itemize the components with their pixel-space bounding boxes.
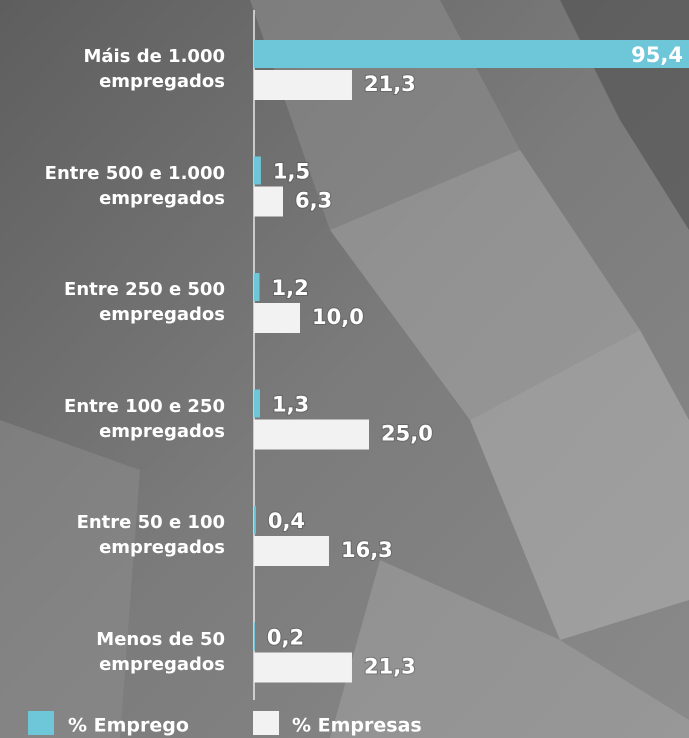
- value-label: 1,2: [272, 276, 309, 300]
- bg-shape: [0, 420, 140, 738]
- bg-shape: [330, 560, 689, 738]
- value-label: 0,4: [268, 509, 305, 533]
- bar: [254, 186, 283, 217]
- bar: [254, 652, 352, 683]
- bar: [254, 70, 352, 100]
- category-label: Entre 250 e 500 empregados: [64, 279, 225, 325]
- bar: [254, 156, 261, 185]
- legend-label: % Emprego: [68, 715, 189, 737]
- bg-shape: [470, 330, 689, 640]
- value-label: 25,0: [381, 422, 433, 446]
- value-label: 16,3: [341, 538, 393, 562]
- value-label: 1,3: [272, 393, 309, 417]
- bar: [254, 506, 256, 534]
- category-label: Entre 50 e 100 empregados: [76, 512, 225, 558]
- value-label: 21,3: [364, 655, 416, 679]
- bar: [254, 622, 255, 651]
- category-label: Entre 500 e 1.000 empregados: [44, 162, 225, 209]
- bar: [254, 419, 369, 450]
- value-label: 21,3: [364, 72, 416, 96]
- bar: [254, 303, 300, 333]
- value-label: 1,5: [273, 160, 310, 184]
- value-label: 0,2: [267, 626, 304, 650]
- category-label: Máis de 1.000 empregados: [83, 46, 225, 92]
- bar: [254, 536, 329, 566]
- legend-swatch: [28, 711, 54, 735]
- value-label: 6,3: [295, 189, 332, 213]
- bar: [254, 273, 260, 301]
- legend-label: % Empresas: [292, 715, 422, 737]
- bg-shape: [330, 150, 640, 420]
- category-label: Entre 100 e 250 empregados: [64, 395, 225, 442]
- bar: [254, 389, 260, 418]
- legend-swatch: [253, 711, 279, 735]
- value-label: 95,4: [631, 43, 683, 67]
- bar: [254, 40, 689, 68]
- value-label: 10,0: [312, 305, 364, 329]
- category-label: Menos de 50 empregados: [96, 628, 225, 675]
